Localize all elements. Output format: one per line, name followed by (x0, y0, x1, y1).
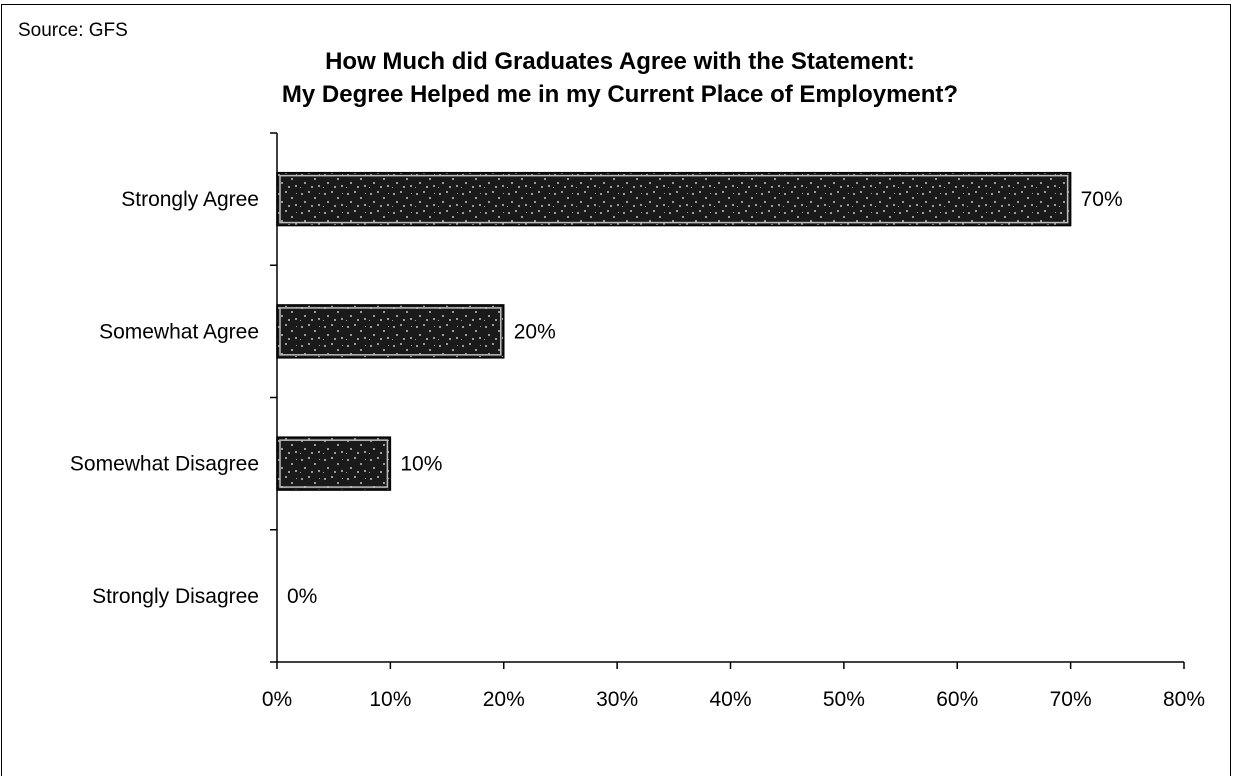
category-label: Strongly Disagree (92, 585, 259, 608)
bar-fill (276, 304, 505, 359)
bar (276, 171, 1072, 227)
x-tick-label: 0% (262, 688, 292, 711)
bar-fill (276, 171, 1072, 227)
source-note: Source: GFS (18, 20, 128, 41)
x-tick-label: 20% (483, 688, 525, 711)
bar (276, 304, 505, 359)
x-tick-label: 10% (369, 688, 411, 711)
bar (276, 436, 392, 491)
bar-fill (276, 436, 392, 491)
data-label: 70% (1081, 188, 1123, 211)
x-tick-label: 30% (596, 688, 638, 711)
x-tick-label: 50% (823, 688, 865, 711)
chart-frame (1, 4, 1231, 776)
labels: 0% 10% 20% 30% 40% 50% 60% 70% 80% Strongly Agree… (70, 188, 1205, 711)
data-label: 0% (287, 585, 317, 608)
bars (276, 171, 1072, 491)
bar-inner-border (279, 439, 389, 488)
data-label: 20% (514, 320, 556, 343)
x-tick-label: 40% (709, 688, 751, 711)
chart-title-line-2: My Degree Helped me in my Current Place … (281, 81, 959, 108)
category-label: Somewhat Agree (99, 320, 259, 343)
x-tick-label: 80% (1163, 688, 1205, 711)
bar-inner-border (279, 174, 1069, 224)
bar-inner-border (279, 307, 502, 356)
data-label: 10% (400, 453, 442, 476)
category-label: Somewhat Disagree (70, 453, 259, 476)
x-tick-label: 70% (1050, 688, 1092, 711)
chart-title-line-1: How Much did Graduates Agree with the St… (325, 48, 915, 75)
category-label: Strongly Agree (121, 188, 259, 211)
x-tick-label: 60% (936, 688, 978, 711)
